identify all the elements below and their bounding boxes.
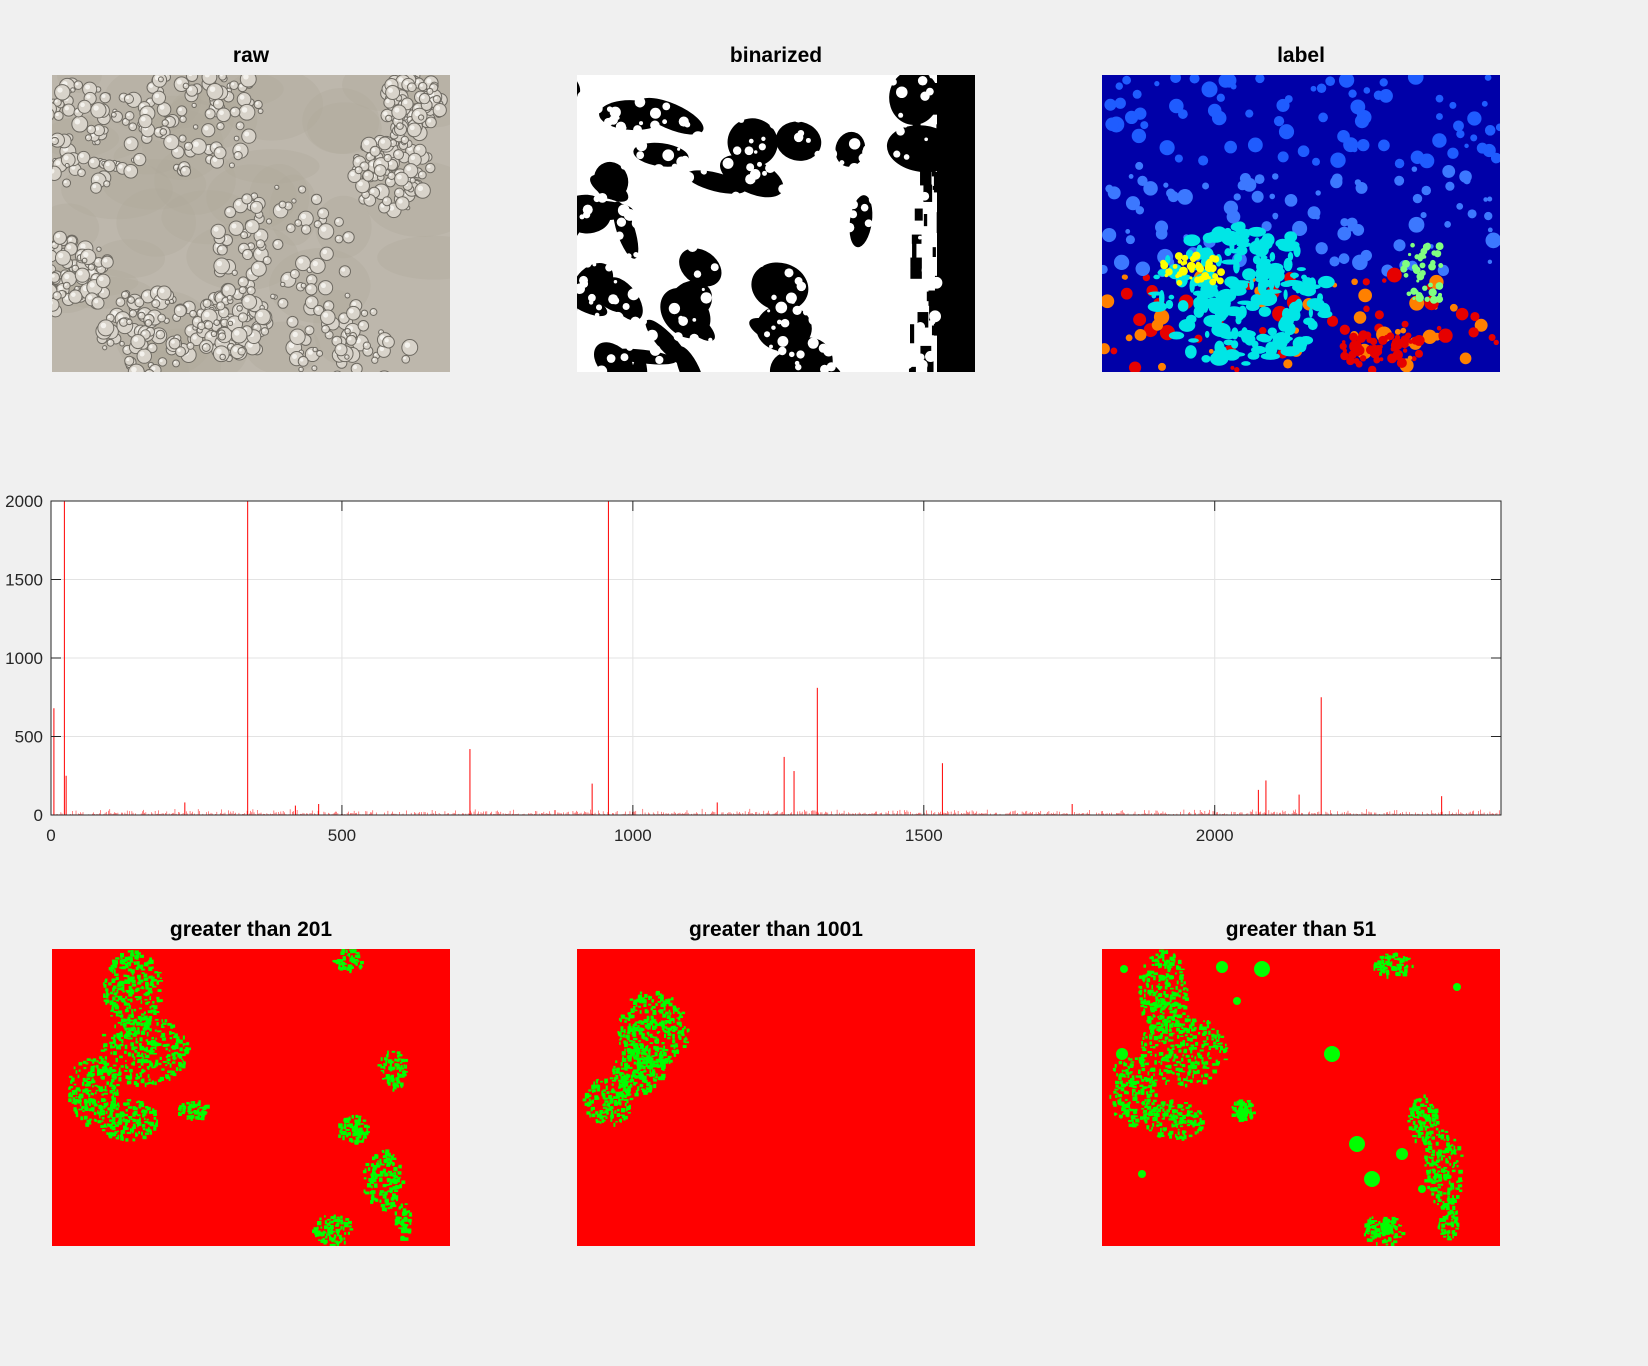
raw-image [52, 75, 450, 372]
x-tick-label: 0 [46, 826, 55, 845]
mask-51-image [1102, 949, 1500, 1246]
x-tick-label: 1500 [905, 826, 943, 845]
mask-background [1102, 949, 1500, 1246]
y-tick-label: 500 [15, 728, 43, 747]
panel-title: raw [232, 44, 270, 67]
mask-1001-image [577, 949, 975, 1246]
y-tick-label: 1500 [5, 571, 43, 590]
panel-mask-1001: greater than 1001 [576, 914, 976, 1246]
panel-label: label [1101, 40, 1501, 372]
panel-raw: raw [51, 40, 451, 372]
y-tick-label: 2000 [5, 492, 43, 511]
histogram-chart: 0 500 1000 1500 2000 0 500 1000 1500 2000 [0, 480, 1648, 880]
panel-mask-201: greater than 201 [51, 914, 451, 1246]
mask-201-image [52, 949, 450, 1246]
panel-title: greater than 1001 [689, 918, 863, 941]
panel-binarized: binarized [576, 40, 976, 372]
histogram-svg: 0 500 1000 1500 2000 0 500 1000 1500 2000 [5, 492, 1502, 845]
label-image [1102, 75, 1500, 372]
panel-title: greater than 51 [1225, 918, 1377, 941]
y-tick-label: 1000 [5, 649, 43, 668]
x-tick-label: 2000 [1196, 826, 1234, 845]
panel-mask-51: greater than 51 [1101, 914, 1501, 1246]
x-tick-label: 1000 [614, 826, 652, 845]
panel-title: label [1277, 44, 1325, 67]
panel-title: binarized [729, 44, 823, 67]
panel-title: greater than 201 [169, 918, 333, 941]
binarized-image [577, 75, 975, 372]
x-tick-label: 500 [328, 826, 356, 845]
y-tick-label: 0 [34, 806, 43, 825]
mask-background [577, 949, 975, 1246]
